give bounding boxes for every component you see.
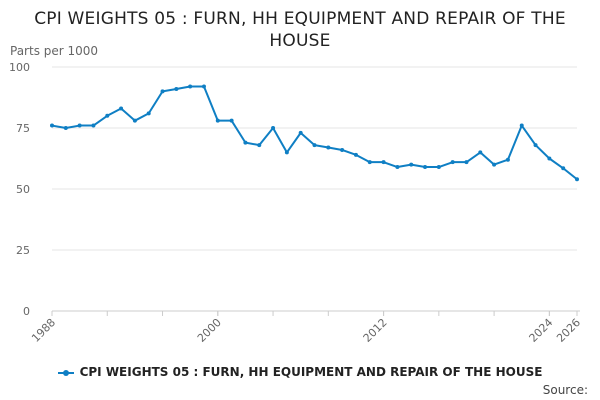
- y-tick-label: 50: [16, 183, 30, 196]
- data-point: [201, 84, 206, 89]
- data-point: [105, 113, 110, 118]
- data-point: [381, 160, 386, 165]
- data-point: [353, 152, 358, 157]
- plot-area: [50, 84, 579, 182]
- data-point: [257, 143, 262, 148]
- data-point: [229, 118, 234, 123]
- data-point: [160, 89, 165, 94]
- data-point: [215, 118, 220, 123]
- y-tick-labels: 0 25 50 75 100: [9, 61, 30, 318]
- data-point: [119, 106, 124, 111]
- data-point: [91, 123, 96, 128]
- y-tick-label: 25: [16, 244, 30, 257]
- data-point: [547, 156, 552, 161]
- y-tick-label: 0: [23, 305, 30, 318]
- y-axis-label: Parts per 1000: [10, 44, 99, 58]
- data-point: [478, 150, 483, 155]
- data-point: [146, 111, 151, 116]
- y-tick-label: 75: [16, 122, 30, 135]
- data-point: [423, 165, 428, 170]
- data-point: [271, 126, 276, 130]
- x-tick-label: 2024: [526, 316, 555, 345]
- source-label: Source:: [542, 383, 588, 397]
- gridlines: [52, 66, 577, 251]
- chart-title: CPI WEIGHTS 05 : FURN, HH EQUIPMENT AND …: [34, 9, 566, 51]
- data-point: [188, 84, 193, 89]
- data-point: [174, 86, 179, 91]
- y-tick-label: 100: [9, 61, 30, 74]
- series-line: [51, 85, 578, 181]
- axes: [51, 310, 580, 316]
- data-point: [50, 123, 54, 128]
- data-point: [436, 165, 441, 170]
- data-point: [132, 118, 137, 123]
- data-point: [575, 177, 579, 182]
- data-point: [464, 160, 469, 165]
- legend: CPI WEIGHTS 05 : FURN, HH EQUIPMENT AND …: [0, 365, 600, 379]
- data-point: [243, 140, 248, 145]
- data-point: [450, 160, 455, 165]
- legend-swatch: [57, 369, 74, 376]
- data-point: [395, 165, 400, 170]
- data-point: [312, 143, 317, 148]
- x-tick-label: 2026: [554, 316, 583, 345]
- data-point: [533, 143, 538, 148]
- data-point: [340, 147, 345, 152]
- data-point: [505, 157, 510, 162]
- x-tick-label: 2012: [361, 316, 390, 345]
- data-point: [492, 162, 497, 167]
- data-point: [409, 162, 414, 167]
- legend-label: CPI WEIGHTS 05 : FURN, HH EQUIPMENT AND …: [79, 365, 543, 379]
- data-point: [63, 126, 68, 130]
- x-tick-label: 2000: [195, 316, 224, 345]
- data-point: [298, 130, 303, 135]
- data-point: [561, 166, 566, 171]
- x-tick-label: 1988: [29, 316, 58, 345]
- data-point: [284, 150, 289, 155]
- data-point: [77, 123, 82, 128]
- data-point: [519, 123, 524, 128]
- data-point: [326, 145, 331, 150]
- data-point: [367, 160, 372, 165]
